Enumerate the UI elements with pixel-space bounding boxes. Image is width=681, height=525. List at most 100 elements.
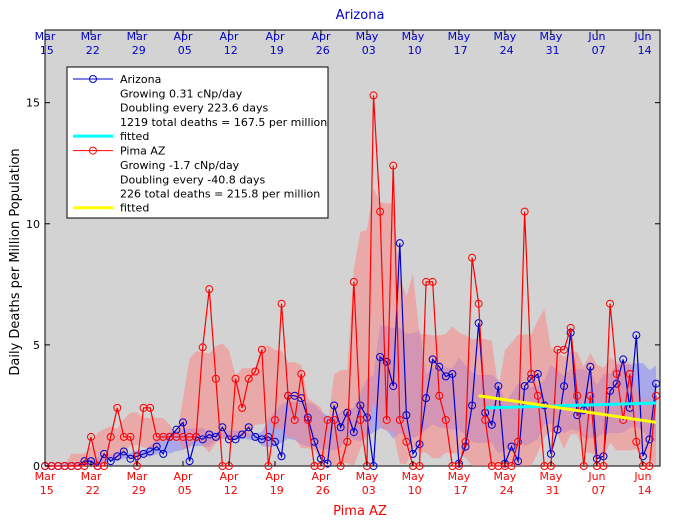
- point: [159, 449, 168, 458]
- point: [395, 415, 404, 424]
- legend-label: fitted: [120, 202, 149, 215]
- x-tick-label-bottom: May 24: [494, 470, 517, 497]
- x-tick-label-top: May 10: [402, 30, 425, 57]
- point: [533, 391, 542, 400]
- point: [146, 447, 155, 456]
- point: [264, 462, 273, 470]
- point: [448, 369, 457, 378]
- x-tick-label-top: Jun 07: [587, 30, 605, 57]
- point: [244, 423, 253, 432]
- legend-marker: [89, 146, 97, 155]
- point: [349, 277, 358, 286]
- point: [290, 415, 299, 424]
- point: [507, 462, 516, 470]
- x-tick-label-bottom: May 31: [540, 470, 563, 497]
- point: [244, 374, 253, 383]
- point: [474, 299, 483, 308]
- point: [481, 415, 490, 424]
- point: [612, 379, 621, 388]
- point: [343, 408, 352, 417]
- point: [80, 462, 89, 470]
- fit-line: [478, 394, 657, 424]
- point: [619, 355, 628, 364]
- point: [270, 415, 279, 424]
- x-tick-label-bottom: Mar 15: [35, 470, 56, 497]
- point: [382, 357, 391, 366]
- legend-marker: [89, 75, 97, 83]
- x-tick-label-top: Apr 12: [219, 30, 239, 57]
- y-axis-label: Daily Deaths per Million Population: [8, 148, 23, 375]
- legend-note: 1219 total deaths = 167.5 per million: [120, 116, 327, 129]
- point: [632, 331, 641, 340]
- point: [238, 430, 247, 439]
- point: [152, 442, 161, 451]
- point: [264, 432, 273, 441]
- x-tick-label-bottom: May 17: [448, 470, 471, 497]
- point: [474, 319, 483, 328]
- x-tick-label-bottom: Apr 19: [265, 470, 285, 497]
- x-axis-label: Pima AZ: [333, 504, 387, 519]
- point: [231, 374, 240, 383]
- point: [632, 437, 641, 446]
- x-tick-label-top: May 17: [448, 30, 471, 57]
- legend-note: Growing -1.7 cNp/day: [120, 159, 240, 172]
- point: [487, 420, 496, 429]
- point: [356, 415, 365, 424]
- legend-note: Doubling every -40.8 days: [120, 173, 265, 186]
- point: [178, 418, 187, 427]
- point: [415, 440, 424, 449]
- point: [297, 369, 306, 378]
- point: [435, 391, 444, 400]
- point: [395, 239, 404, 248]
- point: [113, 452, 122, 461]
- point: [645, 462, 654, 470]
- point: [527, 369, 536, 378]
- x-tick-label-top: Apr 05: [173, 30, 193, 57]
- point: [284, 391, 293, 400]
- point: [428, 277, 437, 286]
- point: [625, 369, 634, 378]
- legend-label: Arizona: [120, 73, 161, 86]
- point: [106, 457, 115, 466]
- point: [303, 415, 312, 424]
- legend-note: Growing 0.31 cNp/day: [120, 88, 243, 101]
- point: [277, 299, 286, 308]
- point: [566, 323, 575, 332]
- point: [146, 403, 155, 412]
- x-tick-label-top: Apr 19: [265, 30, 285, 57]
- y-tick-label: 5: [33, 339, 40, 352]
- point: [652, 379, 661, 388]
- point: [389, 161, 398, 170]
- x-tick-label-bottom: Mar 22: [81, 470, 102, 497]
- point: [514, 437, 523, 446]
- point: [376, 353, 385, 361]
- point: [251, 367, 260, 376]
- point: [330, 401, 339, 410]
- point: [185, 457, 194, 466]
- point: [369, 91, 378, 100]
- point: [126, 432, 135, 441]
- x-tick-label-bottom: Apr 26: [311, 470, 331, 497]
- point: [553, 425, 562, 434]
- x-tick-label-bottom: Apr 05: [173, 470, 193, 497]
- point: [415, 462, 424, 470]
- point: [382, 415, 391, 424]
- point: [343, 437, 352, 446]
- point: [441, 415, 450, 424]
- point: [106, 432, 115, 441]
- point: [606, 299, 615, 308]
- point: [573, 391, 582, 400]
- x-tick-label-bottom: Apr 12: [219, 470, 239, 497]
- point: [428, 355, 437, 364]
- point: [205, 285, 214, 294]
- point: [211, 432, 220, 441]
- point: [520, 382, 529, 391]
- x-tick-label-top: Mar 15: [35, 30, 56, 57]
- y-tick-label: 0: [33, 460, 40, 473]
- x-tick-label-bottom: Jun 07: [587, 470, 605, 497]
- point: [586, 391, 595, 400]
- point: [494, 382, 503, 391]
- x-tick-label-top: Jun 14: [633, 30, 651, 57]
- x-tick-label-top: Apr 26: [311, 30, 331, 57]
